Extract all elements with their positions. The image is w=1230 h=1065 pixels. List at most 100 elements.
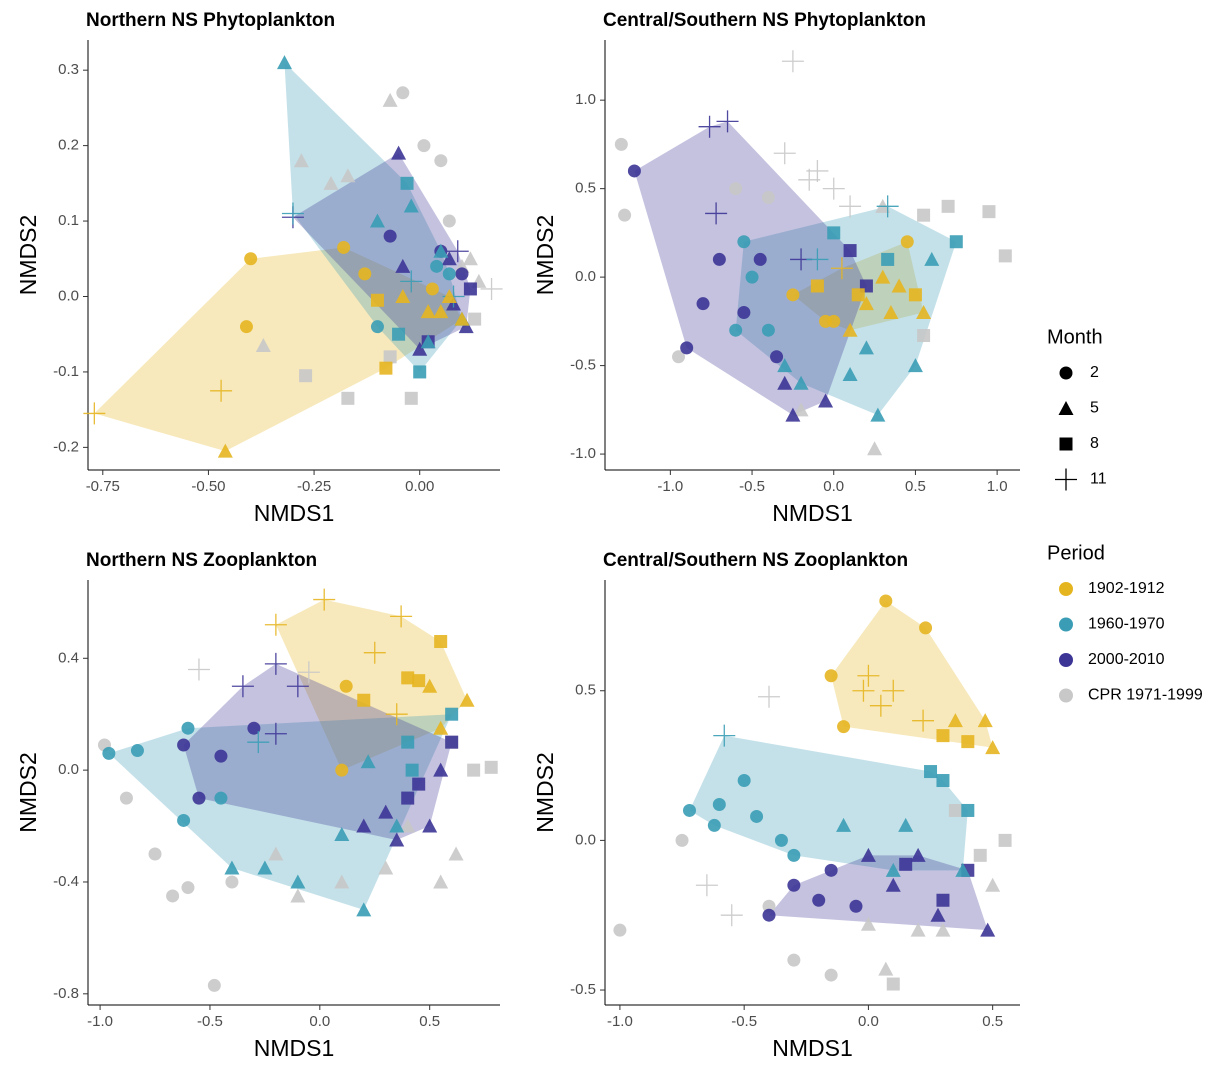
- y-axis-title: NMDS2: [15, 752, 41, 833]
- point: [712, 797, 726, 811]
- point: [420, 334, 436, 349]
- point: [379, 361, 393, 375]
- point: [395, 258, 411, 273]
- point: [337, 240, 351, 254]
- point: [363, 641, 386, 664]
- point: [148, 847, 162, 861]
- point: [334, 874, 350, 889]
- x-tick-label: -1.0: [607, 1013, 633, 1030]
- point: [787, 878, 801, 892]
- x-tick-label: -1.0: [657, 478, 683, 495]
- point: [858, 296, 874, 311]
- x-tick-label: 0.5: [905, 478, 926, 495]
- point: [441, 251, 457, 266]
- point: [618, 208, 632, 222]
- point: [400, 176, 414, 190]
- point: [83, 402, 106, 425]
- point: [413, 365, 427, 379]
- point: [433, 874, 449, 889]
- legend-title: Period: [1047, 542, 1105, 564]
- legend-key: [1059, 617, 1073, 632]
- point: [313, 588, 336, 611]
- point: [166, 889, 180, 903]
- x-axis-title: NMDS1: [254, 1035, 335, 1061]
- point: [982, 205, 996, 219]
- point: [843, 244, 857, 258]
- point: [898, 817, 914, 832]
- point: [899, 857, 913, 871]
- point: [819, 314, 833, 328]
- point: [412, 674, 426, 688]
- point: [459, 692, 475, 707]
- point: [891, 278, 907, 293]
- point: [842, 322, 858, 337]
- point: [858, 340, 874, 355]
- point: [613, 923, 627, 937]
- y-tick-label: 0.1: [58, 212, 79, 229]
- x-tick-label: -0.5: [197, 1013, 223, 1030]
- point: [356, 818, 372, 833]
- point: [830, 257, 853, 280]
- point: [370, 293, 384, 307]
- y-tick-label: 0.4: [58, 649, 79, 666]
- x-tick-label: -0.5: [739, 478, 765, 495]
- point: [257, 860, 273, 875]
- y-tick-label: -0.4: [53, 873, 79, 890]
- point: [955, 862, 971, 877]
- legend-key: [1059, 437, 1073, 451]
- point: [290, 874, 306, 889]
- point: [924, 765, 938, 779]
- panel: Central/Southern NS Phytoplankton -1.0 -0.…: [532, 10, 1020, 526]
- point: [908, 288, 922, 302]
- hull: [689, 735, 968, 871]
- point: [239, 320, 253, 334]
- point: [985, 877, 1001, 892]
- y-tick-label: -0.8: [53, 985, 79, 1002]
- point: [434, 635, 448, 649]
- chart-title: Central/Southern NS Phytoplankton: [603, 10, 926, 31]
- point: [401, 735, 415, 749]
- point: [389, 818, 405, 833]
- point: [907, 358, 923, 373]
- point: [264, 722, 287, 745]
- y-tick-label: -0.5: [570, 357, 596, 374]
- hull: [735, 206, 957, 416]
- y-tick-label: 0.0: [575, 268, 596, 285]
- x-axis-title: NMDS1: [254, 500, 335, 526]
- chart-title: Central/Southern NS Zooplankton: [603, 550, 908, 571]
- point: [818, 393, 834, 408]
- point: [420, 304, 436, 319]
- point: [401, 671, 415, 685]
- point: [839, 195, 862, 218]
- point: [378, 860, 394, 875]
- point: [454, 311, 470, 326]
- legend-label: 5: [1090, 400, 1099, 417]
- point: [422, 818, 438, 833]
- point: [860, 847, 876, 862]
- point: [881, 252, 895, 266]
- point: [885, 877, 901, 892]
- point: [836, 817, 852, 832]
- point: [255, 338, 271, 353]
- point: [462, 251, 478, 266]
- point: [936, 893, 950, 907]
- point: [917, 208, 931, 222]
- point: [762, 908, 776, 922]
- point: [770, 350, 784, 364]
- legend-label: CPR 1971-1999: [1088, 687, 1203, 704]
- point: [177, 738, 191, 752]
- legend-title: Month: [1047, 326, 1103, 348]
- point: [973, 848, 987, 862]
- point: [463, 282, 477, 296]
- x-tick-label: 0.0: [309, 1013, 330, 1030]
- point: [912, 709, 935, 732]
- point: [900, 235, 914, 249]
- x-tick-label: 0.0: [823, 478, 844, 495]
- point: [412, 777, 426, 791]
- point: [798, 168, 821, 191]
- panel: Central/Southern NS Zooplankton -1.0 -0.5 0…: [532, 550, 1020, 1061]
- point: [119, 791, 133, 805]
- y-axis-title: NMDS2: [15, 215, 41, 296]
- point: [793, 402, 809, 417]
- point: [675, 833, 689, 847]
